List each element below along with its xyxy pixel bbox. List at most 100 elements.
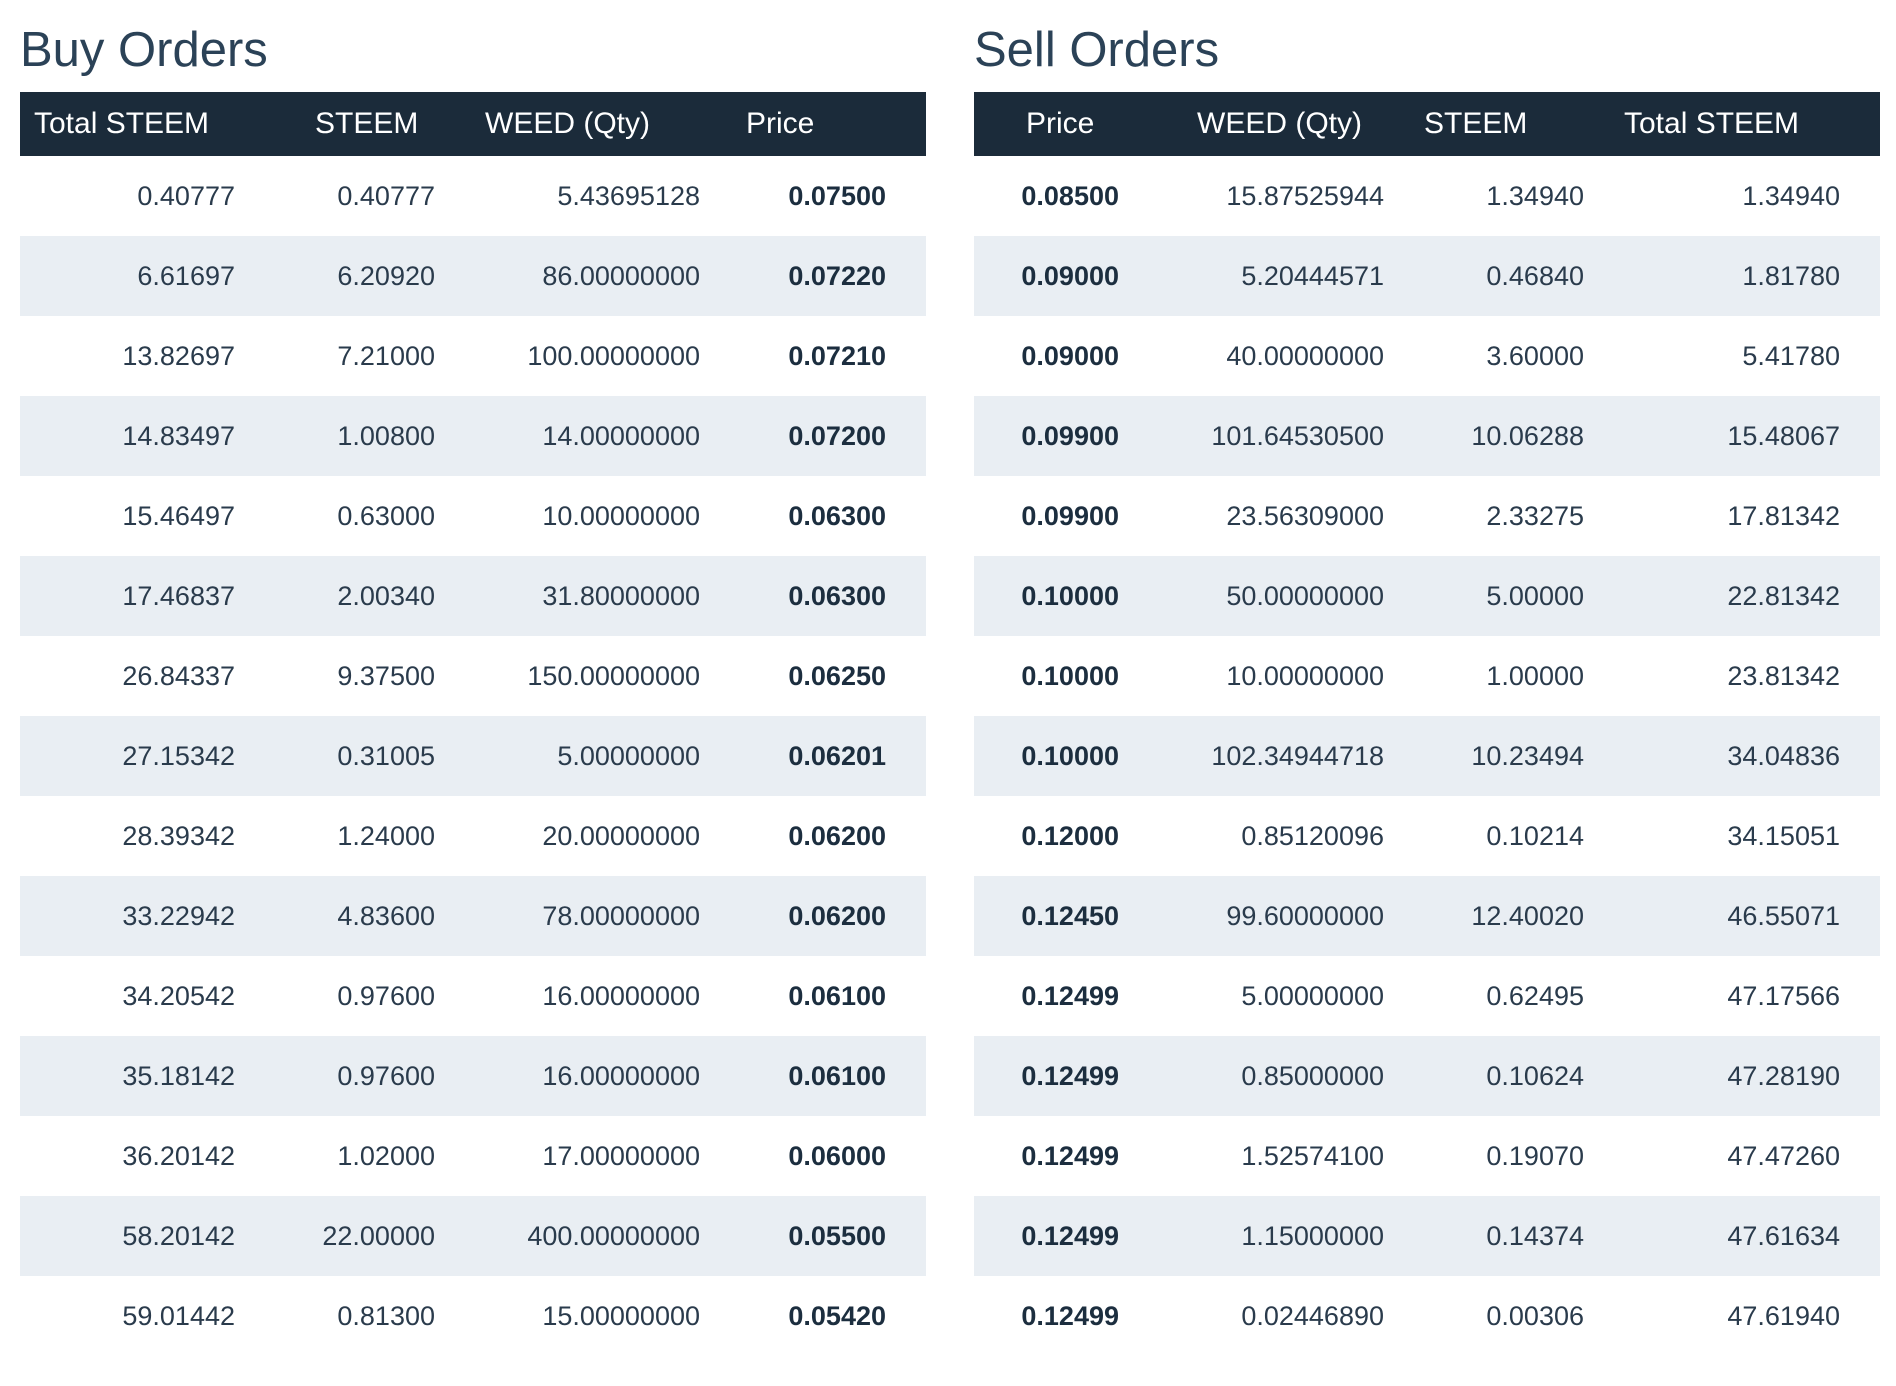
table-row[interactable]: 0.12000 0.85120096 0.10214 34.15051	[974, 796, 1880, 876]
table-cell: 1.24000	[337, 820, 435, 851]
price-cell: 0.09900	[1021, 500, 1119, 531]
price-cell: 0.12499	[1021, 1060, 1119, 1091]
table-row[interactable]: 0.08500 15.87525944 1.34940 1.34940	[974, 156, 1880, 236]
table-cell: 14.00000000	[542, 420, 700, 451]
table-row[interactable]: 28.39342 1.24000 20.00000000 0.06200	[20, 796, 926, 876]
table-row[interactable]: 13.82697 7.21000 100.00000000 0.07210	[20, 316, 926, 396]
sell-orders-title: Sell Orders	[974, 23, 1220, 77]
table-cell: 2.33275	[1486, 500, 1584, 531]
sell-orders-panel: Sell Orders Price WEED (Qty) STEEM Total…	[974, 0, 1880, 1356]
table-cell: 31.80000000	[542, 580, 700, 611]
table-cell: 47.28190	[1727, 1060, 1840, 1091]
table-row[interactable]: 15.46497 0.63000 10.00000000 0.06300	[20, 476, 926, 556]
table-row[interactable]: 14.83497 1.00800 14.00000000 0.07200	[20, 396, 926, 476]
table-cell: 1.00000	[1486, 660, 1584, 691]
price-cell: 0.08500	[1021, 180, 1119, 211]
table-cell: 10.06288	[1471, 420, 1584, 451]
table-row[interactable]: 0.12499 0.85000000 0.10624 47.28190	[974, 1036, 1880, 1116]
price-cell: 0.12450	[1021, 900, 1119, 931]
price-cell: 0.06250	[788, 660, 886, 691]
table-row[interactable]: 26.84337 9.37500 150.00000000 0.06250	[20, 636, 926, 716]
table-cell: 17.81342	[1727, 500, 1840, 531]
table-cell: 0.81300	[337, 1300, 435, 1331]
table-row[interactable]: 0.09000 5.20444571 0.46840 1.81780	[974, 236, 1880, 316]
table-cell: 59.01442	[122, 1300, 235, 1331]
table-row[interactable]: 33.22942 4.83600 78.00000000 0.06200	[20, 876, 926, 956]
table-row[interactable]: 27.15342 0.31005 5.00000000 0.06201	[20, 716, 926, 796]
table-row[interactable]: 0.09900 101.64530500 10.06288 15.48067	[974, 396, 1880, 476]
buy-orders-panel: Buy Orders Total STEEM STEEM WEED (Qty) …	[20, 0, 926, 1356]
table-cell: 46.55071	[1727, 900, 1840, 931]
table-row[interactable]: 0.12450 99.60000000 12.40020 46.55071	[974, 876, 1880, 956]
table-cell: 5.41780	[1742, 340, 1840, 371]
table-cell: 20.00000000	[542, 820, 700, 851]
table-cell: 0.63000	[337, 500, 435, 531]
table-cell: 100.00000000	[527, 340, 700, 371]
table-cell: 3.60000	[1486, 340, 1584, 371]
price-cell: 0.06201	[788, 740, 886, 771]
table-cell: 14.83497	[122, 420, 235, 451]
table-cell: 5.43695128	[557, 180, 700, 211]
table-row[interactable]: 35.18142 0.97600 16.00000000 0.06100	[20, 1036, 926, 1116]
table-cell: 0.14374	[1486, 1220, 1584, 1251]
price-cell: 0.06300	[788, 580, 886, 611]
table-row[interactable]: 0.10000 102.34944718 10.23494 34.04836	[974, 716, 1880, 796]
sell-orders-table: Price WEED (Qty) STEEM Total STEEM 0.085…	[974, 92, 1880, 1356]
table-row[interactable]: 59.01442 0.81300 15.00000000 0.05420	[20, 1276, 926, 1356]
price-cell: 0.12499	[1021, 1300, 1119, 1331]
table-cell: 17.00000000	[542, 1140, 700, 1171]
table-cell: 0.10624	[1486, 1060, 1584, 1091]
table-cell: 0.97600	[337, 1060, 435, 1091]
table-cell: 0.46840	[1486, 260, 1584, 291]
table-cell: 0.10214	[1486, 820, 1584, 851]
table-cell: 6.20920	[337, 260, 435, 291]
table-cell: 0.31005	[337, 740, 435, 771]
table-cell: 0.00306	[1486, 1300, 1584, 1331]
table-cell: 28.39342	[122, 820, 235, 851]
sell-orders-body: 0.08500 15.87525944 1.34940 1.34940 0.09000 5…	[974, 156, 1880, 1356]
price-cell: 0.06200	[788, 900, 886, 931]
table-cell: 15.46497	[122, 500, 235, 531]
table-cell: 15.87525944	[1226, 180, 1384, 211]
price-cell: 0.05420	[788, 1300, 886, 1331]
price-cell: 0.12499	[1021, 980, 1119, 1011]
sell-col-steem: STEEM	[1424, 107, 1528, 140]
table-cell: 17.46837	[122, 580, 235, 611]
table-cell: 26.84337	[122, 660, 235, 691]
table-row[interactable]: 58.20142 22.00000 400.00000000 0.05500	[20, 1196, 926, 1276]
table-cell: 0.02446890	[1241, 1300, 1384, 1331]
table-cell: 0.40777	[337, 180, 435, 211]
table-cell: 15.00000000	[542, 1300, 700, 1331]
price-cell: 0.07210	[788, 340, 886, 371]
buy-col-weed-qty: WEED (Qty)	[485, 107, 650, 140]
table-row[interactable]: 36.20142 1.02000 17.00000000 0.06000	[20, 1116, 926, 1196]
table-cell: 5.20444571	[1241, 260, 1384, 291]
table-row[interactable]: 0.40777 0.40777 5.43695128 0.07500	[20, 156, 926, 236]
table-cell: 1.34940	[1486, 180, 1584, 211]
price-cell: 0.07500	[788, 180, 886, 211]
table-row[interactable]: 0.10000 10.00000000 1.00000 23.81342	[974, 636, 1880, 716]
table-cell: 2.00340	[337, 580, 435, 611]
buy-col-steem: STEEM	[315, 107, 419, 140]
table-cell: 101.64530500	[1211, 420, 1384, 451]
table-cell: 22.00000	[322, 1220, 435, 1251]
table-cell: 23.56309000	[1226, 500, 1384, 531]
table-row[interactable]: 0.12499 1.15000000 0.14374 47.61634	[974, 1196, 1880, 1276]
table-cell: 9.37500	[337, 660, 435, 691]
sell-col-weed-qty: WEED (Qty)	[1197, 107, 1362, 140]
table-row[interactable]: 0.12499 0.02446890 0.00306 47.61940	[974, 1276, 1880, 1356]
table-row[interactable]: 0.09900 23.56309000 2.33275 17.81342	[974, 476, 1880, 556]
buy-col-price: Price	[746, 107, 815, 140]
table-row[interactable]: 17.46837 2.00340 31.80000000 0.06300	[20, 556, 926, 636]
table-cell: 36.20142	[122, 1140, 235, 1171]
table-row[interactable]: 0.12499 5.00000000 0.62495 47.17566	[974, 956, 1880, 1036]
table-cell: 5.00000000	[1241, 980, 1384, 1011]
sell-orders-header-row: Price WEED (Qty) STEEM Total STEEM	[974, 92, 1880, 156]
table-row[interactable]: 0.09000 40.00000000 3.60000 5.41780	[974, 316, 1880, 396]
table-row[interactable]: 0.12499 1.52574100 0.19070 47.47260	[974, 1116, 1880, 1196]
table-row[interactable]: 34.20542 0.97600 16.00000000 0.06100	[20, 956, 926, 1036]
table-row[interactable]: 0.10000 50.00000000 5.00000 22.81342	[974, 556, 1880, 636]
table-row[interactable]: 6.61697 6.20920 86.00000000 0.07220	[20, 236, 926, 316]
price-cell: 0.12000	[1021, 820, 1119, 851]
